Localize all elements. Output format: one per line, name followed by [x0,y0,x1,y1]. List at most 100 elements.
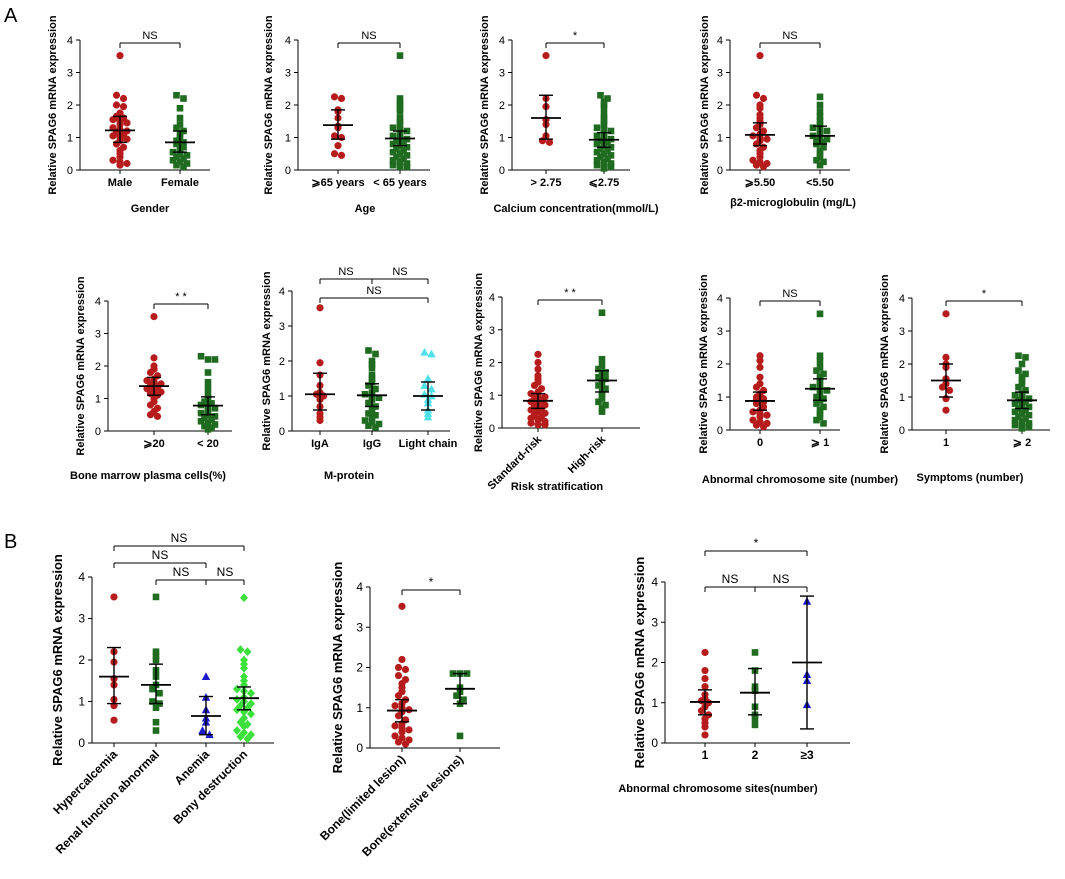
data-point [112,101,121,109]
y-tick-label: 4 [67,35,73,47]
data-point [400,147,407,154]
data-point [756,380,764,388]
y-axis-label: Relative SPAG6 mRNA expression [632,557,647,769]
data-point [1015,352,1022,360]
data-point [152,718,160,726]
chart-symptoms: 0 1 2 3 4 Relative SPAG6 mRNA expression 1 ⩾ 2 S… [879,274,1050,484]
data-point [453,692,460,699]
x-tick-label: Female [161,177,199,189]
data-point [593,148,601,156]
series-1 [740,649,770,729]
data-point [394,663,403,672]
y-tick-label: 1 [717,133,723,145]
data-point [391,722,399,730]
data-point [152,656,160,664]
data-point [393,153,400,161]
data-point [598,362,606,370]
data-point [942,406,950,414]
data-point [389,156,397,164]
data-point [763,411,771,419]
x-tick-label: ⩾ 1 [811,437,829,449]
x-tick-label: ⩽2.75 [589,177,620,189]
data-point [173,91,180,99]
significance-brackets: * * [153,291,209,309]
data-point [598,309,606,317]
data-point [763,419,771,427]
data-point [143,377,151,385]
significance-label: NS [782,30,797,42]
data-point [759,386,768,394]
y-tick-label: 1 [356,701,363,715]
data-point [423,374,433,382]
significance-label: NS [366,285,381,297]
data-point [701,675,709,683]
chart-bonelesion: 0 1 2 3 4 Relative SPAG6 mRNA expression Bone(… [317,562,500,859]
data-point [211,356,219,363]
x-tick-label: 1 [702,748,709,762]
y-axis-label: Relative SPAG6 mRNA expression [75,276,87,455]
y-axis-label: Relative SPAG6 mRNA expression [50,554,65,766]
series-1 [193,352,223,433]
data-point [368,371,376,379]
data-point [233,695,241,704]
x-tick-label: Bony destruction [170,747,250,827]
data-point [701,648,709,657]
y-axis-label: Relative SPAG6 mRNA expression [479,15,491,194]
data-point [156,689,163,697]
data-point [372,385,379,393]
data-point [756,52,764,60]
data-point [396,163,404,171]
series-0 [690,648,720,739]
series-0 [99,593,129,724]
data-point [119,94,128,103]
significance-label: * [982,288,987,300]
data-point [816,117,824,125]
data-point [1015,383,1022,391]
chart-age: 0 1 2 3 4 Relative SPAG6 mRNA expression ⩾65 y… [263,15,430,215]
data-point [1015,413,1022,421]
significance-label: NS [338,266,353,278]
data-point [337,94,346,103]
data-point [816,373,824,381]
x-tick-label: ⩾20 [143,438,164,450]
data-point [201,414,208,422]
y-tick-label: 0 [279,426,285,438]
data-point [823,135,831,143]
y-tick-label: 0 [78,736,85,750]
chart-title: Calcium concentration(mmol/L) [493,203,658,215]
data-point [403,152,411,159]
data-point [183,160,191,167]
data-point [816,310,824,318]
data-point [236,645,245,655]
data-point [247,730,255,740]
significance-label: NS [782,288,797,300]
data-point [759,143,768,151]
data-point [813,400,820,407]
x-tick-label: IgG [363,438,381,450]
y-tick-label: 1 [489,390,495,402]
y-tick-label: 3 [651,615,658,629]
data-point [600,98,608,106]
y-tick-label: 0 [67,165,73,177]
data-point [180,155,187,162]
data-point [1025,395,1033,402]
data-point [534,365,542,373]
x-tick-label: 0 [757,437,763,449]
data-point [116,109,124,117]
y-tick-label: 4 [717,35,723,47]
chart-chromsite: 0 1 2 3 4 Relative SPAG6 mRNA expression 0 ⩾ 1 A… [698,274,898,486]
data-point [1025,403,1033,411]
data-point [604,147,611,154]
data-point [820,395,827,402]
data-point [1022,398,1029,406]
data-point [368,406,376,414]
data-point [1011,421,1019,429]
y-tick-label: 4 [499,35,505,47]
y-tick-label: 3 [285,68,291,80]
significance-label: * [429,575,434,589]
data-point [372,350,379,358]
plots-group: 0 1 2 3 4 Relative SPAG6 mRNA expression Male F… [47,15,1050,859]
data-point [337,151,346,159]
data-point [816,147,824,154]
